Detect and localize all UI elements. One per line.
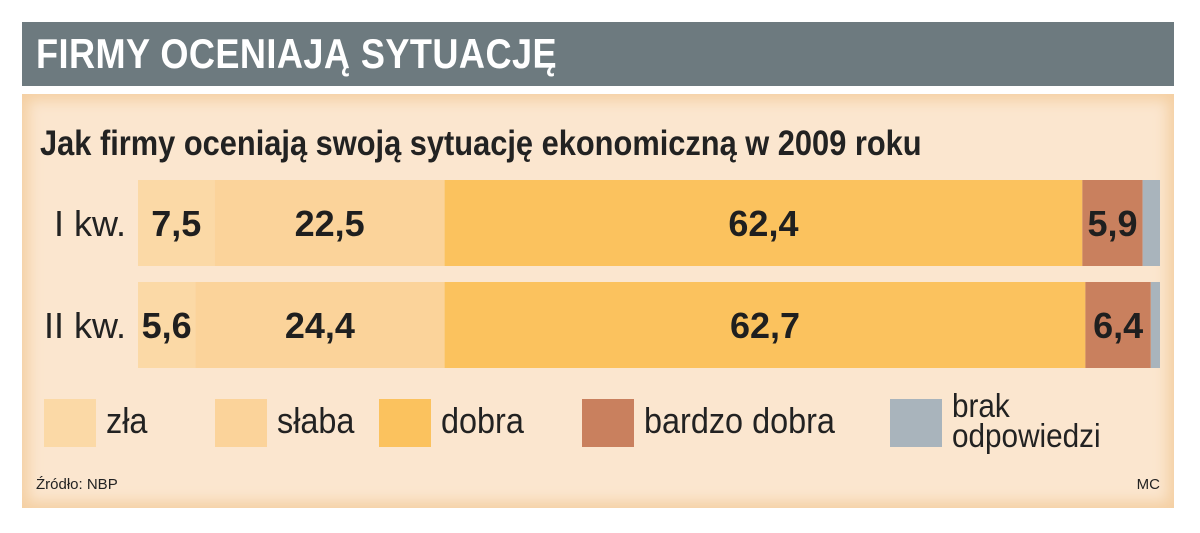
data-label: 62,4 — [728, 203, 798, 244]
bar-segment — [195, 282, 445, 368]
data-label: 5,6 — [142, 305, 192, 346]
legend-label-brak-odpowiedzi: brak odpowiedzi — [952, 389, 1101, 454]
bar-segment — [138, 180, 215, 266]
legend-swatch-dobra — [379, 399, 431, 447]
legend-swatch-bardzo-dobra — [582, 399, 634, 447]
legend-label-line2: odpowiedzi — [952, 417, 1101, 454]
bar-segment — [1150, 282, 1160, 368]
legend-swatch-zla — [44, 399, 96, 447]
data-label: 7,5 — [151, 203, 201, 244]
chart-title: FIRMY OCENIAJĄ SYTUACJĘ — [36, 30, 558, 77]
bar-segment — [1085, 282, 1151, 368]
chart-header: FIRMY OCENIAJĄ SYTUACJĘ — [22, 22, 1174, 86]
chart-subtitle: Jak firmy oceniają swoją sytuację ekonom… — [40, 124, 922, 163]
legend-swatch-slaba — [215, 399, 267, 447]
bar-segment — [444, 180, 1083, 266]
bar-segment — [138, 282, 196, 368]
data-label: 5,9 — [1087, 203, 1137, 244]
data-label: 6,4 — [1093, 305, 1143, 346]
data-label: 24,4 — [285, 305, 355, 346]
legend-label-slaba: słaba — [277, 400, 355, 441]
bar-segment — [444, 282, 1086, 368]
legend-label-dobra: dobra — [441, 400, 524, 441]
bar-segment — [1082, 180, 1143, 266]
bar-segment — [1142, 180, 1160, 266]
legend-label-line1: brak — [952, 387, 1010, 424]
stacked-bar-chart: I kw. 7,5 22,5 62,4 5,9 II kw. 5,6 24,4 62,7 6,4 — [44, 180, 1160, 368]
author-credit: MC — [1136, 476, 1160, 493]
legend-label-bardzo-dobra: bardzo dobra — [644, 400, 835, 441]
legend-swatch-brak-odpowiedzi — [890, 399, 942, 447]
category-label: II kw. — [44, 305, 126, 346]
data-label: 22,5 — [295, 203, 365, 244]
source-note: Źródło: NBP — [36, 476, 118, 493]
chart-panel: Jak firmy oceniają swoją sytuację ekonom… — [22, 94, 1174, 508]
bar-segment — [214, 180, 445, 266]
category-label: I kw. — [54, 203, 126, 244]
data-label: 62,7 — [730, 305, 800, 346]
legend-label-zla: zła — [106, 400, 148, 441]
